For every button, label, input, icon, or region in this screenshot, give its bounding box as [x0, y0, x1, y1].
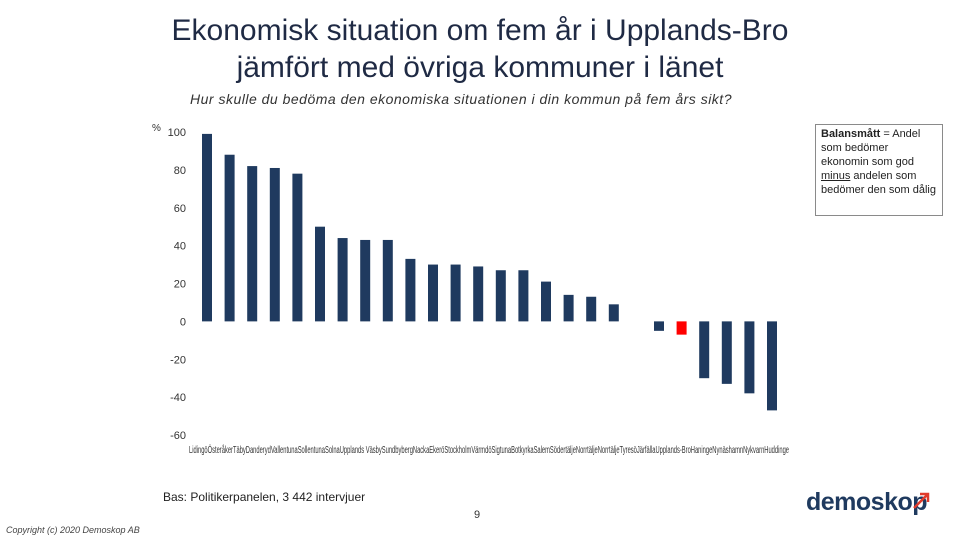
- bar: [450, 264, 461, 322]
- y-axis-unit-label: %: [152, 123, 161, 134]
- y-tick-label: -40: [170, 392, 186, 404]
- base-note: Bas: Politikerpanelen, 3 442 intervjuer: [163, 490, 366, 504]
- demoskop-logo: demoskop: [806, 488, 928, 516]
- y-tick-label: -20: [170, 354, 186, 366]
- y-tick-label: 80: [174, 165, 186, 177]
- bars: [202, 133, 777, 411]
- bar: [518, 270, 529, 322]
- slide-title: Ekonomisk situation om fem år i Upplands…: [0, 12, 960, 86]
- bar: [292, 173, 303, 322]
- bar: [699, 321, 710, 379]
- bar: [744, 321, 755, 394]
- bar: [269, 167, 280, 322]
- bar: [495, 270, 506, 322]
- y-tick-label: 100: [168, 127, 186, 139]
- title-line-1: Ekonomisk situation om fem år i Upplands…: [171, 14, 789, 47]
- bar: [721, 321, 732, 384]
- bar: [541, 281, 551, 322]
- bar: [563, 294, 574, 322]
- page-number: 9: [474, 509, 481, 521]
- bar: [473, 266, 484, 322]
- bar: [382, 239, 393, 322]
- bar: [428, 264, 438, 322]
- bar: [247, 166, 258, 322]
- copyright-text: Copyright (c) 2020 Demoskop AB: [6, 525, 140, 535]
- note-term: Balansmått: [821, 128, 881, 140]
- bar: [405, 258, 416, 322]
- bar: [224, 154, 235, 322]
- y-tick-label: 40: [174, 241, 186, 253]
- bar: [767, 321, 777, 411]
- note-text-2: andelen som bedömer den som dålig: [821, 170, 936, 196]
- y-tick-label: -60: [170, 430, 186, 442]
- bar: [337, 238, 348, 322]
- bar: [586, 296, 597, 322]
- bar: [654, 321, 664, 331]
- bar: [608, 304, 619, 322]
- slide-subtitle: Hur skulle du bedöma den ekonomiska situ…: [190, 91, 732, 107]
- y-tick-label: 20: [174, 279, 186, 291]
- note-text-1: = Andel som bedömer ekonomin som god: [821, 128, 921, 168]
- y-tick-label: 0: [180, 316, 186, 328]
- logo-arrow-icon: [913, 492, 930, 509]
- bar: [676, 321, 687, 335]
- x-axis-category-labels: LidingöÖsteråkerTäbyDanderydVallentunaSo…: [189, 444, 789, 456]
- balance-measure-note: Balansmått = Andel som bedömer ekonomin …: [815, 124, 943, 216]
- bar: [315, 226, 325, 322]
- bar: [202, 133, 212, 322]
- y-tick-label: 60: [174, 203, 186, 215]
- title-line-2: jämfört med övriga kommuner i länet: [236, 51, 724, 84]
- y-axis-ticks: 100 80 60 40 20 0 -20 -40 -60: [168, 127, 186, 442]
- bar: [360, 239, 371, 322]
- note-minus: minus: [821, 170, 851, 182]
